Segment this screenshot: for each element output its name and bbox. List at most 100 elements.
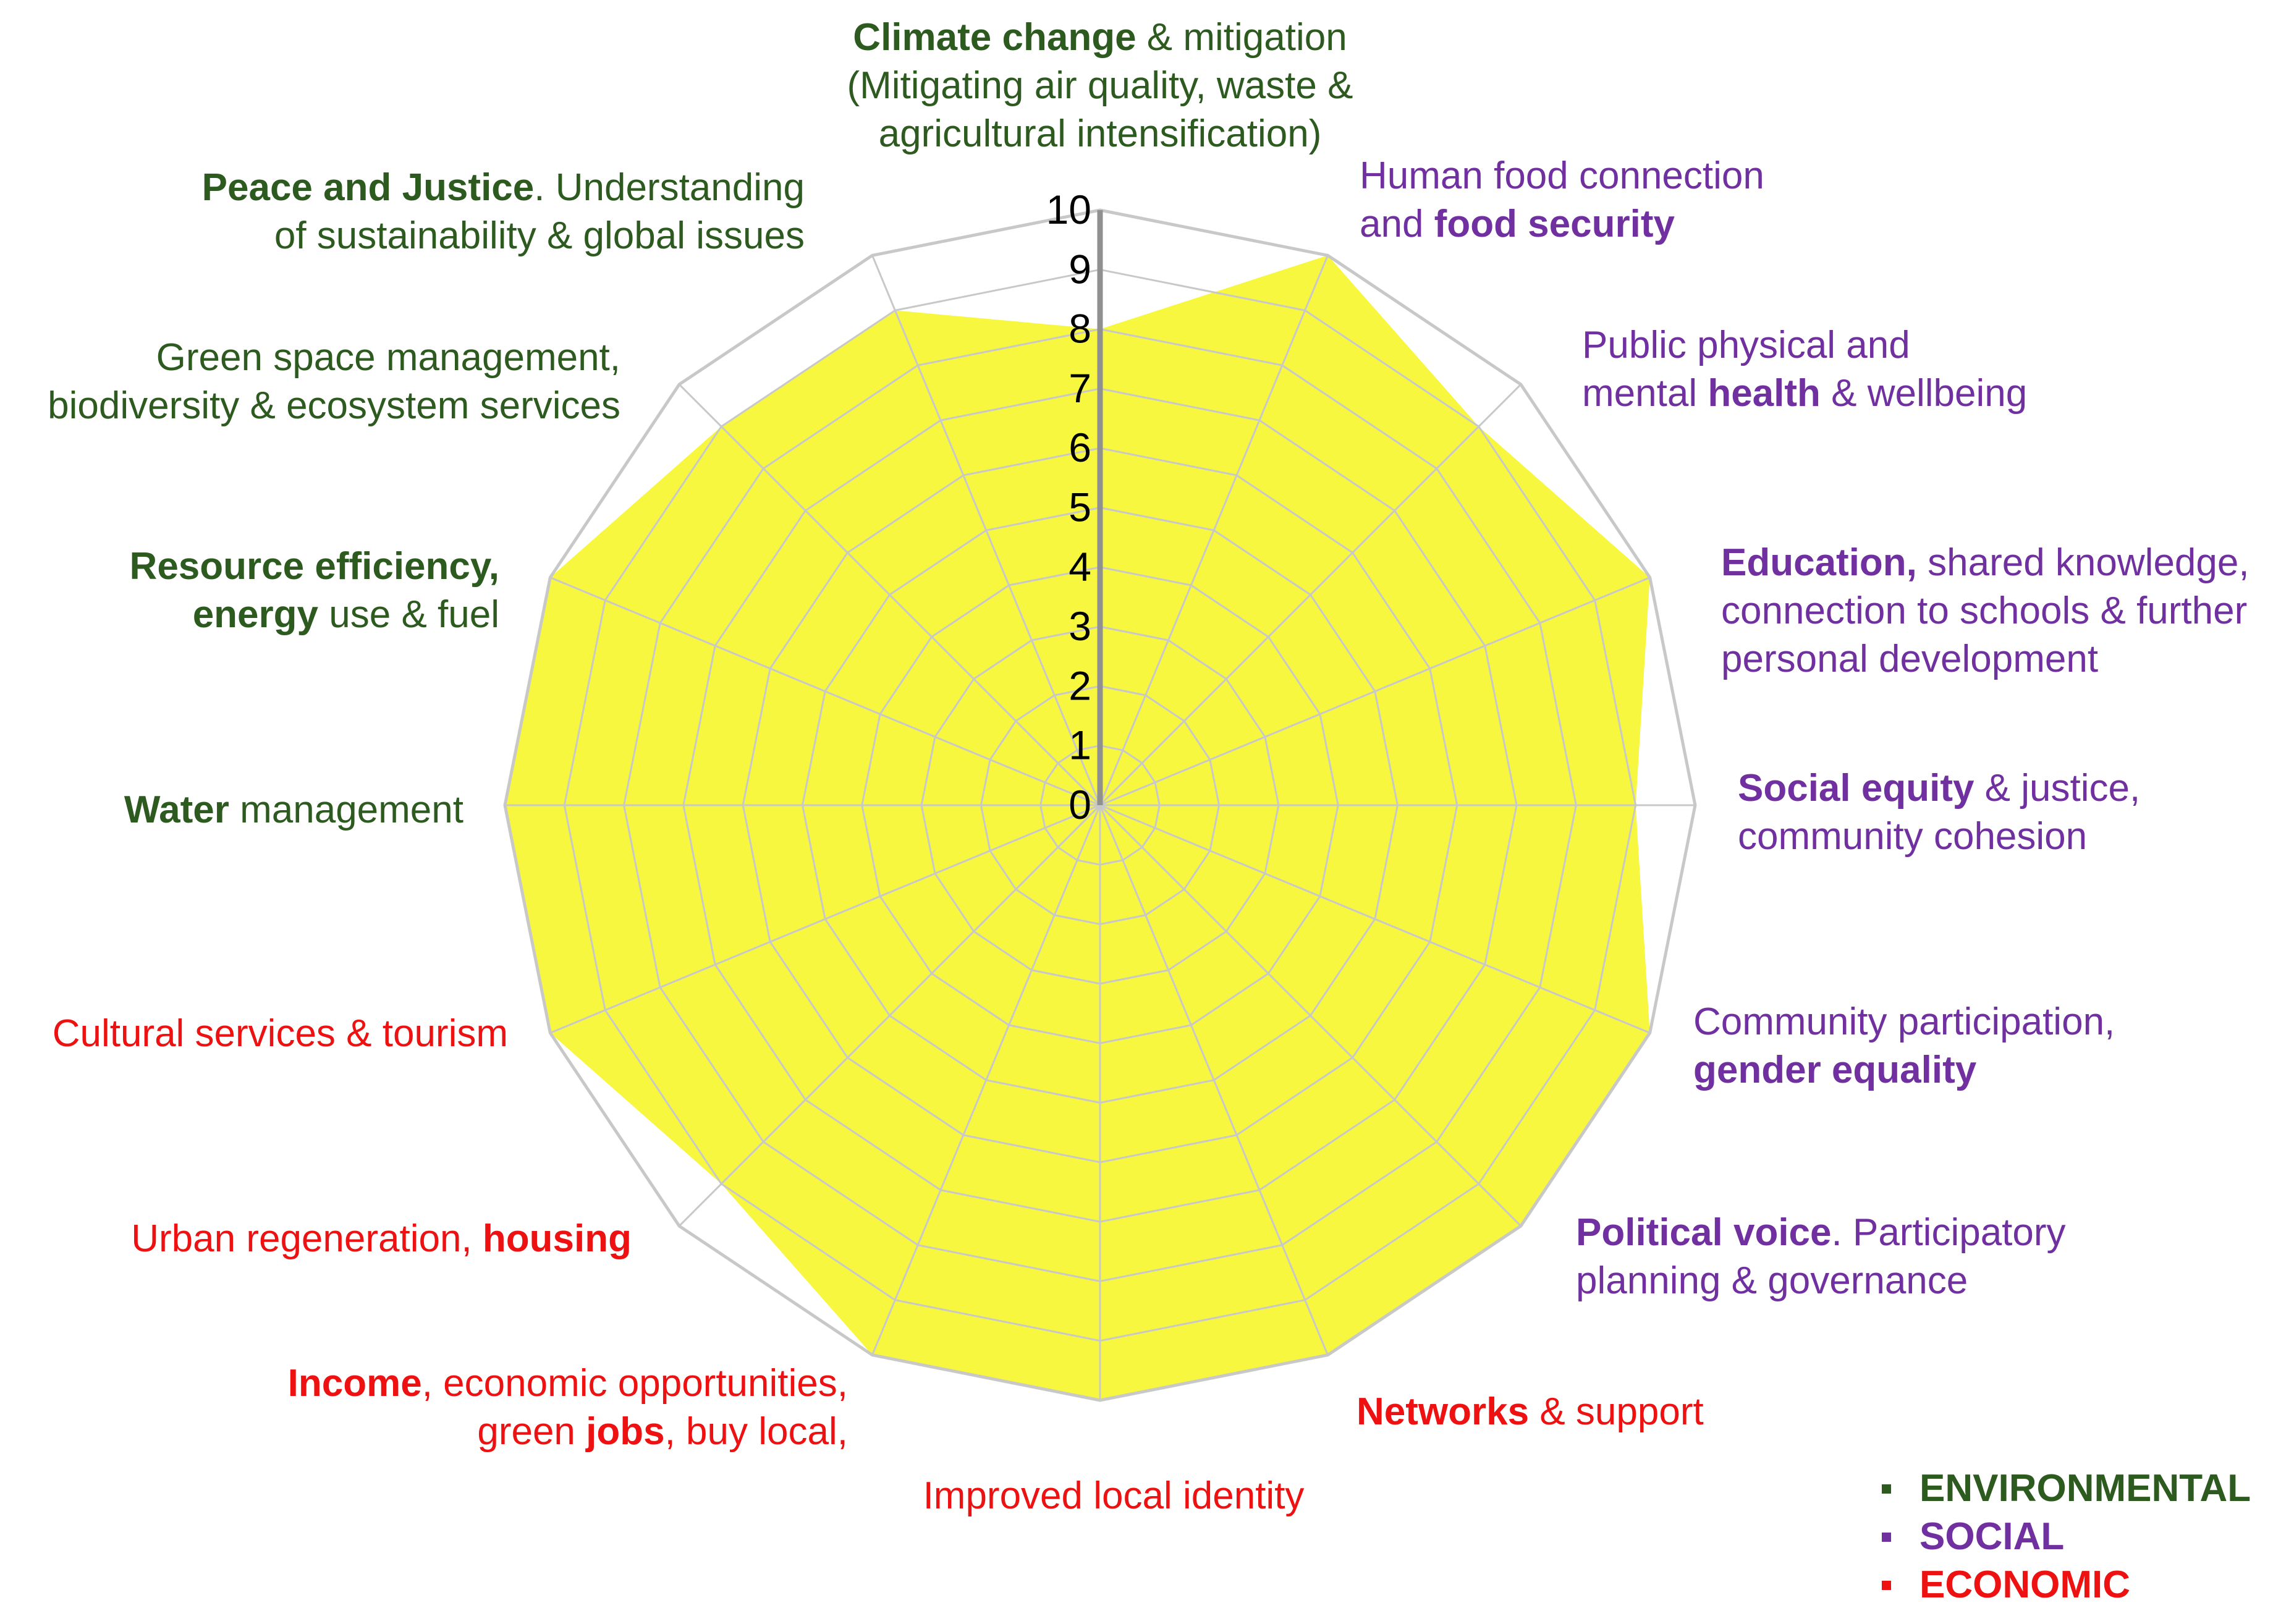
axis-label-text: use & fuel	[318, 593, 499, 636]
axis-label-bold-text: Resource efficiency,	[129, 545, 499, 588]
axis-label-text: of sustainability & global issues	[274, 214, 805, 257]
axis-label-line: Community participation,	[1693, 998, 2115, 1046]
tick-label-5: 5	[1069, 484, 1091, 530]
tick-label-7: 7	[1069, 365, 1091, 411]
axis-label-bold-text: Peace and Justice	[201, 166, 535, 209]
axis-label-line: planning & governance	[1576, 1257, 2066, 1305]
legend-label-social: SOCIAL	[1919, 1515, 2065, 1558]
legend-marker-environmental	[1882, 1484, 1891, 1494]
axis-label-line: Human food connection	[1360, 152, 1764, 200]
tick-label-4: 4	[1069, 544, 1091, 590]
axis-label-bold-text: jobs	[586, 1410, 665, 1453]
axis-label-line: Green space management,	[48, 334, 620, 382]
legend-item-economic: ECONOMIC	[1882, 1561, 2251, 1609]
axis-label-text: , economic opportunities,	[421, 1362, 848, 1405]
tick-label-6: 6	[1069, 425, 1091, 470]
axis-label-text: . Participatory	[1831, 1211, 2066, 1254]
axis-label-text: Human food connection	[1360, 154, 1764, 197]
axis-label-text: (Mitigating air quality, waste &	[847, 64, 1353, 107]
axis-label-participation: Community participation, gender equality	[1693, 998, 2115, 1094]
tick-label-8: 8	[1069, 306, 1091, 352]
axis-label-identity: Improved local identity	[923, 1472, 1305, 1520]
spoke-networks	[1099, 805, 1329, 1356]
axis-label-tourism: Cultural services & tourism	[53, 1010, 508, 1058]
axis-label-line: Water management	[124, 786, 463, 834]
tick-label-1: 1	[1069, 722, 1091, 768]
axis-label-line: Climate change & mitigation	[847, 14, 1353, 62]
legend: ENVIRONMENTAL SOCIAL ECONOMIC	[1882, 1465, 2251, 1609]
axis-label-water: Water management	[124, 786, 463, 834]
legend-marker-social	[1882, 1532, 1891, 1542]
axis-label-text: Cultural services & tourism	[52, 1012, 508, 1055]
axis-label-line: of sustainability & global issues	[202, 212, 805, 260]
axis-label-greenspace: Green space management, biodiversity & ec…	[48, 334, 620, 430]
axis-label-line: Income, economic opportunities,	[288, 1360, 848, 1408]
axis-label-resource: Resource efficiency, energy use & fuel	[130, 543, 499, 639]
axis-label-line: Networks & support	[1357, 1388, 1704, 1436]
axis-label-bold-text: Political voice	[1576, 1211, 1832, 1254]
axis-label-text: . Understanding	[534, 166, 805, 209]
axis-label-food: Human food connection and food security	[1360, 152, 1764, 248]
legend-marker-economic	[1882, 1580, 1891, 1590]
axis-label-networks: Networks & support	[1357, 1388, 1704, 1436]
legend-label-environmental: ENVIRONMENTAL	[1919, 1467, 2251, 1510]
axis-label-text: personal development	[1721, 638, 2099, 680]
axis-label-peace: Peace and Justice. Understanding of susta…	[202, 164, 805, 260]
axis-label-bold-text: energy	[192, 593, 319, 636]
tick-label-10: 10	[1046, 187, 1091, 232]
tick-label-9: 9	[1069, 246, 1091, 292]
axis-label-line: Peace and Justice. Understanding	[202, 164, 805, 212]
axis-label-text: , buy local,	[664, 1410, 848, 1453]
axis-label-line: Urban regeneration, housing	[131, 1215, 632, 1263]
axis-label-line: Education, shared knowledge,	[1721, 539, 2250, 587]
axis-label-line: biodiversity & ecosystem services	[48, 382, 620, 430]
axis-label-line: gender equality	[1693, 1046, 2115, 1094]
axis-label-bold-text: food security	[1434, 203, 1675, 245]
spoke-tourism	[549, 804, 1101, 1034]
axis-label-text: Improved local identity	[923, 1474, 1305, 1517]
tick-label-2: 2	[1069, 662, 1091, 708]
axis-label-bold-text: health	[1708, 372, 1821, 415]
axis-label-political: Political voice. Participatory planning &…	[1576, 1209, 2066, 1305]
spoke-education	[1099, 577, 1651, 806]
legend-item-social: SOCIAL	[1882, 1513, 2251, 1561]
axis-label-text: agricultural intensification)	[878, 112, 1322, 155]
axis-label-text: green	[477, 1410, 586, 1453]
axis-label-bold-text: Education,	[1721, 541, 1917, 584]
axis-label-housing: Urban regeneration, housing	[131, 1215, 632, 1263]
axis-label-text: Public physical and	[1582, 324, 1910, 366]
axis-label-climate: Climate change & mitigation (Mitigating a…	[847, 14, 1353, 158]
axis-label-line: personal development	[1721, 635, 2250, 683]
axis-label-text: & justice,	[1974, 767, 2141, 810]
axis-label-line: green jobs, buy local,	[288, 1408, 848, 1456]
axis-label-income: Income, economic opportunities, green job…	[288, 1360, 848, 1456]
tick-label-3: 3	[1069, 603, 1091, 649]
spoke-political	[1099, 804, 1522, 1227]
axis-label-line: mental health & wellbeing	[1582, 370, 2027, 418]
axis-label-bold-text: Water	[124, 789, 229, 831]
spoke-housing	[679, 804, 1101, 1227]
axis-label-text: & support	[1529, 1390, 1704, 1433]
legend-label-economic: ECONOMIC	[1919, 1563, 2130, 1606]
spoke-greenspace	[679, 384, 1101, 806]
axis-label-line: agricultural intensification)	[847, 110, 1353, 158]
axis-label-line: Cultural services & tourism	[53, 1010, 508, 1058]
axis-label-text: management	[229, 789, 463, 831]
legend-item-environmental: ENVIRONMENTAL	[1882, 1465, 2251, 1513]
axis-label-text: Urban regeneration,	[131, 1217, 483, 1260]
spoke-food	[1099, 255, 1329, 806]
spoke-participation	[1099, 804, 1651, 1034]
axis-label-text: biodiversity & ecosystem services	[48, 384, 620, 427]
axis-label-bold-text: housing	[482, 1217, 632, 1260]
axis-label-text: planning & governance	[1576, 1259, 1968, 1302]
axis-label-line: Resource efficiency,	[130, 543, 499, 591]
axis-label-bold-text: Climate change	[853, 16, 1136, 59]
axis-label-line: (Mitigating air quality, waste &	[847, 62, 1353, 110]
axis-label-line: energy use & fuel	[130, 591, 499, 639]
axis-label-line: community cohesion	[1738, 813, 2140, 861]
axis-label-text: & wellbeing	[1820, 372, 2028, 415]
axis-label-health: Public physical and mental health & wellb…	[1582, 321, 2027, 418]
axis-label-text: connection to schools & further	[1721, 590, 2248, 632]
axis-label-equity: Social equity & justice, community cohesi…	[1738, 764, 2140, 861]
